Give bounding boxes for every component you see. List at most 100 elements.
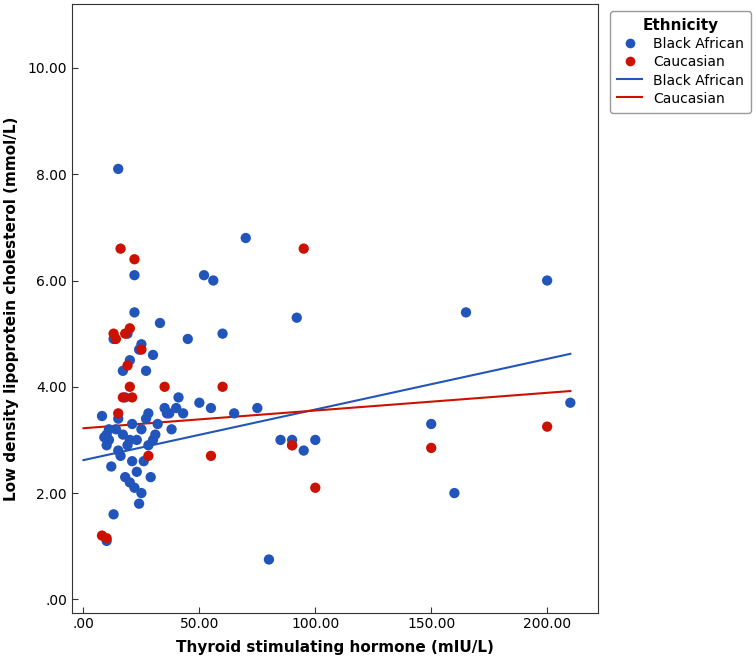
Point (161, 408, 173, 418)
Point (460, 307, 472, 318)
Point (117, 430, 129, 440)
Point (107, 333, 119, 344)
Legend: Black African, Caucasian, Black African, Caucasian: Black African, Caucasian, Black African,… (610, 11, 751, 113)
X-axis label: Thyroid stimulating hormone (mIU/L): Thyroid stimulating hormone (mIU/L) (176, 640, 494, 655)
Point (103, 424, 115, 434)
Point (140, 366, 152, 376)
Point (263, 554, 275, 565)
Point (147, 350, 159, 360)
Point (107, 328, 119, 339)
Point (198, 270, 210, 281)
Point (129, 307, 141, 318)
Point (291, 312, 303, 323)
Point (274, 435, 287, 445)
Point (286, 440, 298, 451)
Point (135, 339, 147, 349)
Point (112, 413, 124, 424)
Point (181, 333, 194, 344)
Point (112, 163, 124, 174)
Point (166, 424, 178, 434)
Point (117, 366, 129, 376)
Point (154, 318, 166, 328)
Point (159, 403, 171, 413)
Point (159, 382, 171, 392)
Point (144, 472, 156, 482)
Point (135, 344, 147, 355)
Y-axis label: Low density lipoprotein cholesterol (mmol/L): Low density lipoprotein cholesterol (mmo… (5, 116, 19, 501)
Point (216, 328, 228, 339)
Point (124, 323, 136, 333)
Point (286, 435, 298, 445)
Point (124, 355, 136, 366)
Point (142, 408, 154, 418)
Point (541, 421, 553, 432)
Point (129, 482, 141, 493)
Point (114, 451, 126, 461)
Point (135, 424, 147, 434)
Point (298, 445, 310, 456)
Point (147, 435, 159, 445)
Point (129, 270, 141, 281)
Point (126, 456, 138, 467)
Point (133, 344, 145, 355)
Point (96, 530, 108, 541)
Point (112, 445, 124, 456)
Point (114, 243, 126, 254)
Point (194, 397, 206, 408)
Point (142, 440, 154, 451)
Point (110, 333, 122, 344)
Point (110, 424, 122, 434)
Point (112, 408, 124, 418)
Point (207, 275, 219, 286)
Point (133, 498, 145, 509)
Point (163, 408, 175, 418)
Point (101, 533, 113, 544)
Point (298, 243, 310, 254)
Point (142, 451, 154, 461)
Point (126, 392, 138, 403)
Point (117, 392, 129, 403)
Point (107, 509, 119, 519)
Point (122, 440, 134, 451)
Point (122, 328, 134, 339)
Point (149, 430, 161, 440)
Point (131, 435, 143, 445)
Point (103, 435, 115, 445)
Point (135, 488, 147, 498)
Point (216, 382, 228, 392)
Point (129, 254, 141, 264)
Point (138, 456, 150, 467)
Point (425, 443, 437, 453)
Point (425, 418, 437, 429)
Point (140, 413, 152, 424)
Point (251, 403, 263, 413)
Point (96, 411, 108, 421)
Point (286, 440, 298, 451)
Point (124, 382, 136, 392)
Point (131, 467, 143, 477)
Point (170, 403, 182, 413)
Point (205, 403, 217, 413)
Point (564, 397, 576, 408)
Point (309, 435, 321, 445)
Point (124, 435, 136, 445)
Point (172, 392, 184, 403)
Point (448, 488, 460, 498)
Point (119, 472, 132, 482)
Point (124, 477, 136, 488)
Point (152, 418, 164, 429)
Point (309, 482, 321, 493)
Point (177, 408, 189, 418)
Point (228, 408, 240, 418)
Point (101, 536, 113, 546)
Point (205, 451, 217, 461)
Point (98, 432, 110, 443)
Point (541, 275, 553, 286)
Point (101, 440, 113, 451)
Point (240, 233, 252, 243)
Point (119, 328, 132, 339)
Point (101, 430, 113, 440)
Point (122, 360, 134, 371)
Point (126, 418, 138, 429)
Point (105, 461, 117, 472)
